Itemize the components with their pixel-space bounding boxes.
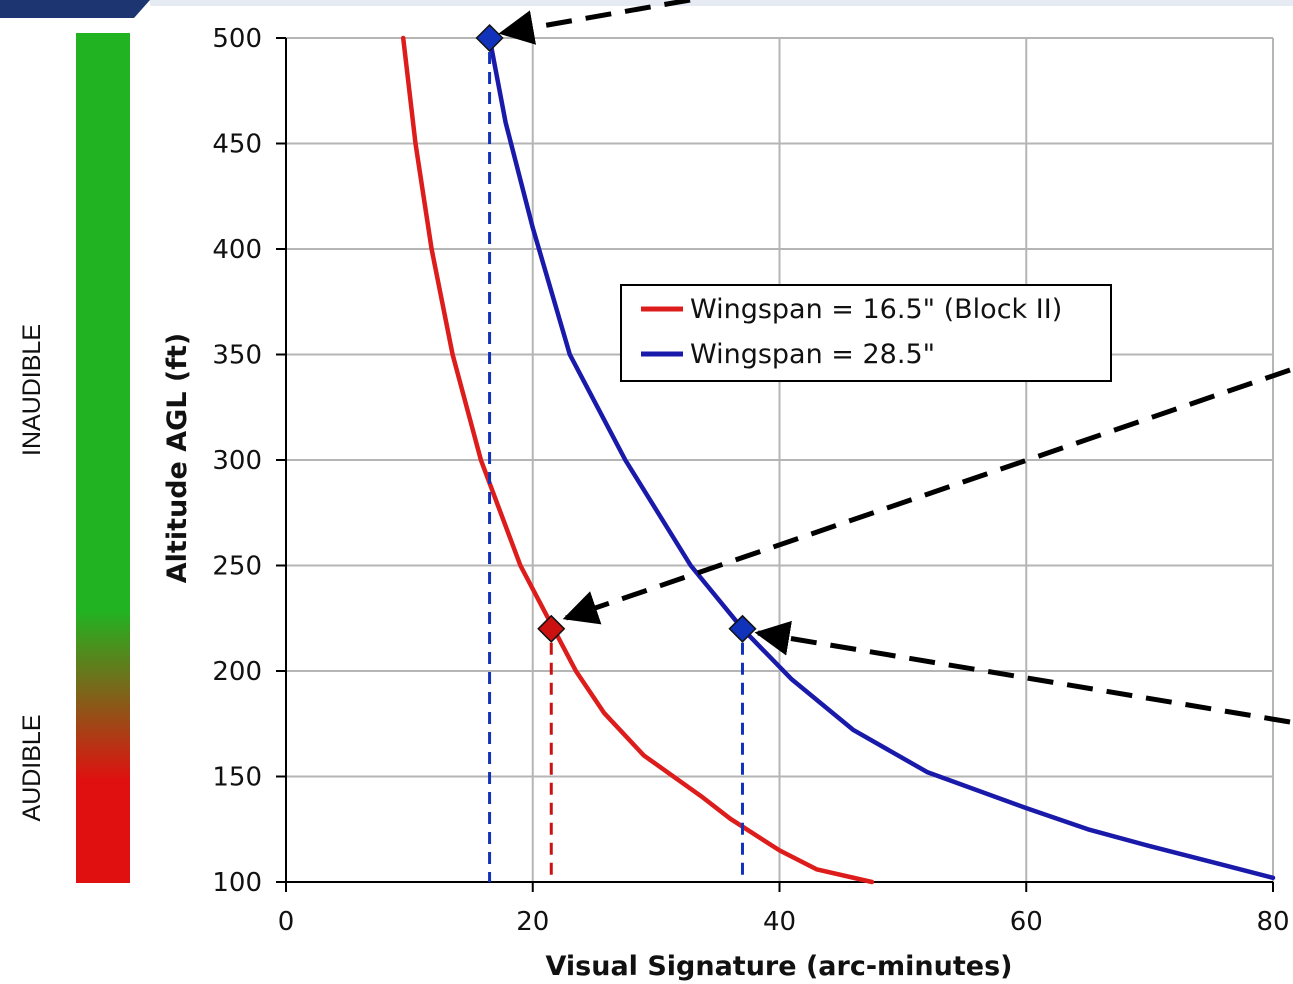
point-marker-2 bbox=[728, 614, 757, 643]
point-marker-0 bbox=[475, 23, 504, 53]
y-tick-label-400: 400 bbox=[212, 235, 262, 265]
series-line-0 bbox=[400, 35, 875, 885]
x-tick-label-40: 40 bbox=[763, 907, 796, 937]
y-tick-label-500: 500 bbox=[212, 24, 262, 54]
legend-entry-red: Wingspan = 16.5" (Block II) bbox=[690, 294, 1062, 325]
axes bbox=[276, 37, 1274, 892]
callout-arrow-blue bbox=[754, 620, 1291, 725]
legend: Wingspan = 16.5" (Block II) Wingspan = 2… bbox=[620, 284, 1112, 382]
x-tick-label-80: 80 bbox=[1256, 907, 1289, 937]
point-marker-1 bbox=[537, 614, 566, 643]
audibility-band bbox=[76, 33, 130, 883]
series-line-1 bbox=[487, 35, 1276, 881]
y-tick-label-250: 250 bbox=[212, 552, 262, 582]
point-markers bbox=[475, 23, 757, 643]
grid bbox=[285, 37, 1274, 883]
drop-lines bbox=[488, 52, 744, 882]
x-tick-label-20: 20 bbox=[516, 907, 549, 937]
x-tick-label-0: 0 bbox=[278, 907, 295, 937]
slide-top-strip bbox=[150, 0, 1293, 6]
series-lines bbox=[400, 35, 1276, 885]
y-tick-label-350: 350 bbox=[212, 341, 262, 371]
x-tick-labels: 0 20 40 60 80 bbox=[278, 907, 1290, 937]
y-tick-label-200: 200 bbox=[212, 657, 262, 687]
callout-arrows bbox=[498, 0, 1291, 725]
y-tick-labels: 100 150 200 250 300 350 400 450 500 bbox=[212, 24, 262, 898]
y-tick-label-100: 100 bbox=[212, 868, 262, 898]
slide-corner-decoration bbox=[0, 0, 150, 18]
legend-entry-blue: Wingspan = 28.5" bbox=[690, 339, 935, 370]
callout-arrow-red bbox=[562, 367, 1291, 625]
x-axis-title: Visual Signature (arc-minutes) bbox=[545, 951, 1012, 982]
y-tick-label-300: 300 bbox=[212, 446, 262, 476]
band-label-top: INAUDIBLE bbox=[18, 324, 46, 456]
y-axis-title: Altitude AGL (ft) bbox=[162, 333, 193, 583]
band-label-bottom: AUDIBLE bbox=[18, 715, 46, 822]
legend-box bbox=[620, 284, 1112, 382]
callout-arrow-top bbox=[498, 0, 691, 45]
x-tick-label-60: 60 bbox=[1010, 907, 1043, 937]
y-tick-label-150: 150 bbox=[212, 763, 262, 793]
y-tick-label-450: 450 bbox=[212, 130, 262, 160]
